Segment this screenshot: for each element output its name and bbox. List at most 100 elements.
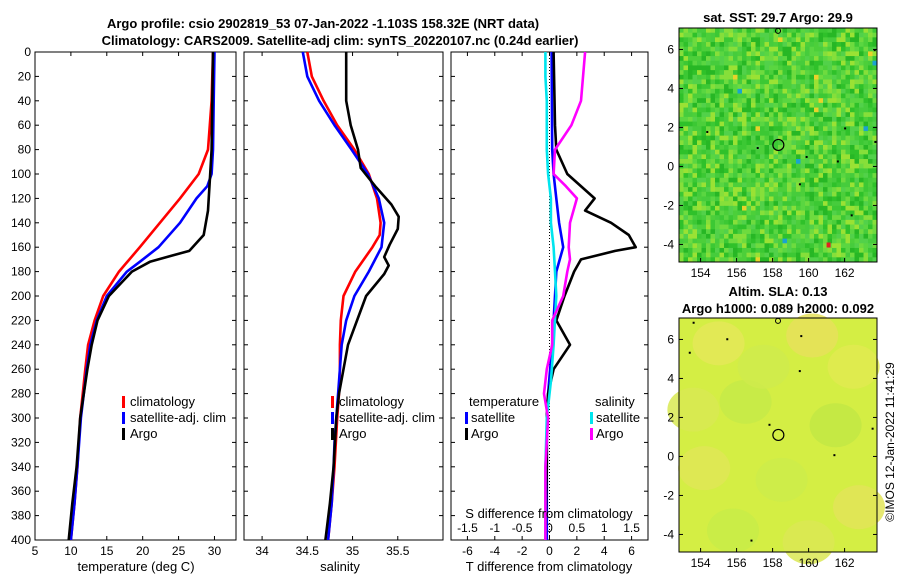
sst-cell <box>809 243 815 249</box>
sst-cell <box>737 28 743 34</box>
sst-cell <box>814 210 819 216</box>
sst-cell <box>796 252 801 258</box>
sst-cell <box>787 257 792 263</box>
sst-cell <box>791 135 797 141</box>
sst-cell <box>692 149 698 155</box>
sst-cell <box>850 168 855 174</box>
sst-cell <box>800 51 806 57</box>
sst-cell <box>746 51 752 57</box>
sst-cell <box>809 140 815 146</box>
sst-cell <box>778 182 783 188</box>
sst-cell <box>773 60 779 66</box>
sst-cell <box>814 121 819 127</box>
sst-cell <box>746 37 752 43</box>
sst-cell <box>683 88 689 94</box>
sst-cell <box>818 51 824 57</box>
sst-cell <box>818 238 824 244</box>
sst-cell <box>778 163 783 169</box>
sst-cell <box>751 135 756 141</box>
sst-cell <box>800 205 806 211</box>
sst-cell <box>805 84 810 90</box>
sst-cell <box>809 60 815 66</box>
sst-cell <box>805 247 810 254</box>
sst-cell <box>791 102 797 108</box>
sst-cell <box>845 140 851 146</box>
sst-cell <box>742 56 747 62</box>
sst-cell <box>706 187 711 193</box>
sst-cell <box>778 102 783 108</box>
sst-cell <box>832 154 837 160</box>
sst-cell <box>863 112 869 118</box>
x-tick-label: 158 <box>763 556 783 570</box>
sst-cell <box>697 243 702 249</box>
sst-cell <box>755 182 761 188</box>
sla-blob <box>833 485 885 530</box>
sst-cell <box>724 84 729 90</box>
sst-cell <box>823 173 828 179</box>
sst-cell <box>746 159 752 165</box>
sst-cell <box>782 140 788 146</box>
sst-cell <box>764 247 770 254</box>
sst-cell <box>724 238 729 244</box>
sst-cell <box>854 233 860 239</box>
sst-cell <box>724 42 729 48</box>
sst-cell <box>823 56 828 62</box>
sst-cell <box>724 191 729 197</box>
sst-cell <box>715 257 720 263</box>
sst-cell <box>805 168 810 174</box>
sst-cell <box>710 32 716 38</box>
sst-cell <box>859 130 864 137</box>
sst-cell <box>841 145 846 151</box>
sst-cell <box>845 149 851 155</box>
sst-cell <box>742 238 747 244</box>
sst-cell <box>809 88 815 94</box>
sst-cell <box>827 32 833 38</box>
sst-cell <box>769 88 774 94</box>
sst-cell <box>733 107 738 113</box>
sst-cell <box>764 201 770 207</box>
sst-cell <box>832 177 837 183</box>
sst-cell <box>823 60 828 66</box>
sst-cell <box>737 205 743 211</box>
sst-cell <box>710 247 716 254</box>
sst-cell <box>800 177 806 183</box>
sst-cell <box>814 196 819 202</box>
sst-cell <box>863 51 869 57</box>
sst-cell <box>701 28 707 34</box>
sst-cell <box>692 145 698 151</box>
sst-cell <box>791 163 797 169</box>
sst-cell <box>760 37 765 43</box>
sst-cell <box>773 130 779 137</box>
sst-cell <box>706 74 711 80</box>
sst-cell <box>679 224 684 230</box>
sst-cell <box>701 191 707 197</box>
sst-cell <box>733 126 738 132</box>
sst-cell <box>818 219 824 225</box>
sst-cell <box>746 46 752 52</box>
sst-cell <box>679 102 684 108</box>
sst-cell <box>787 233 792 239</box>
sst-cell <box>836 257 842 263</box>
sst-cell <box>688 219 693 225</box>
sst-cell <box>832 257 837 263</box>
sst-cell <box>688 74 693 80</box>
sst-cell <box>679 191 684 197</box>
sst-cell <box>814 149 819 155</box>
sst-cell <box>859 135 864 141</box>
sst-cell <box>845 191 851 197</box>
sst-cell <box>701 182 707 188</box>
sst-cell <box>769 243 774 249</box>
sst-cell <box>706 116 711 122</box>
sst-cell <box>692 191 698 197</box>
sst-cell <box>697 28 702 34</box>
sst-cell <box>836 182 842 188</box>
sst-cell <box>688 243 693 249</box>
sst-cell <box>854 238 860 244</box>
sst-cell <box>787 229 792 235</box>
sst-cell <box>800 247 806 254</box>
sst-cell <box>854 145 860 151</box>
sst-cell <box>778 205 783 211</box>
sst-cell <box>710 252 716 258</box>
sst-cell <box>679 182 684 188</box>
sst-cell <box>832 233 837 239</box>
